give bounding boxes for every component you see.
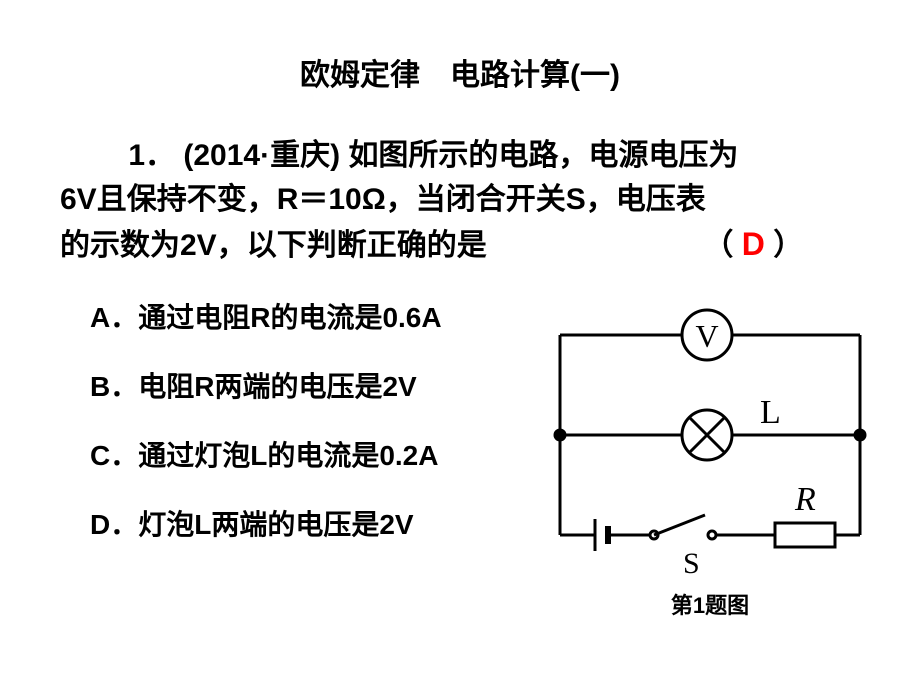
stem-part1: 如图所示的电路，电源电压为: [348, 139, 738, 172]
resistor-label: R: [794, 481, 816, 518]
answer-letter: D: [742, 226, 765, 262]
bracket-close: ）: [773, 229, 803, 262]
question-number: 1．: [128, 139, 175, 172]
stem-part2: 6V且保持不变，R＝10Ω，当闭合开关S，电压表: [60, 183, 706, 216]
stem-part3: 的示数为2V，以下判断正确的是: [60, 229, 487, 262]
page-title: 欧姆定律 电路计算(一): [0, 0, 920, 94]
lamp-label: L: [760, 394, 781, 431]
circuit-diagram: V L R S 第1题图: [540, 305, 880, 620]
question-source: (2014·重庆): [183, 139, 340, 172]
voltmeter-label: V: [695, 318, 718, 354]
switch-label: S: [683, 547, 700, 580]
question-stem: 1． (2014·重庆) 如图所示的电路，电源电压为 6V且保持不变，R＝10Ω…: [0, 94, 920, 268]
figure-caption: 第1题图: [540, 588, 880, 620]
bracket-open: （: [703, 229, 733, 262]
